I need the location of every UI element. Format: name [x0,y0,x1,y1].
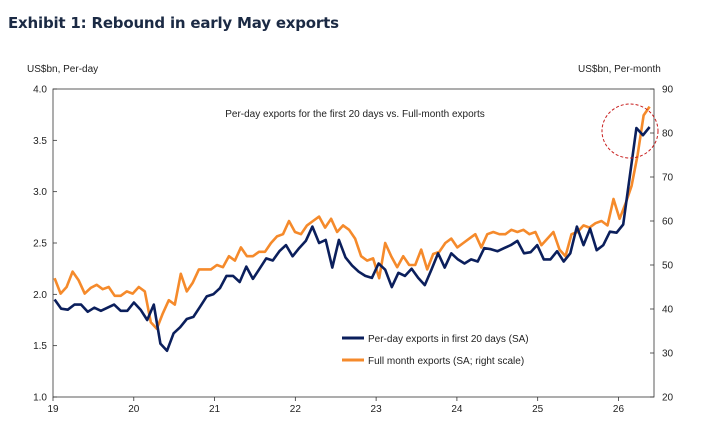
left-tick-label: 3.0 [33,187,47,198]
right-axis: 20 30 40 50 60 70 80 90 [650,85,674,404]
right-tick-label: 30 [662,349,674,360]
x-tick-label: 25 [532,404,544,415]
x-tick-label: 23 [371,404,383,415]
exhibit-title: Exhibit 1: Rebound in early May exports [8,14,339,32]
legend: Per-day exports in first 20 days (SA) Fu… [342,334,529,367]
x-tick-label: 19 [47,404,59,415]
highlight-circle [601,103,659,159]
x-tick-label: 26 [613,404,625,415]
right-axis-unit-label: US$bn, Per-month [578,64,661,75]
right-tick-label: 70 [662,173,674,184]
series-layer [53,105,651,353]
left-tick-label: 4.0 [33,85,47,96]
left-tick-label: 2.5 [33,239,47,250]
legend-label-full-month: Full month exports (SA; right scale) [368,356,524,367]
left-tick-label: 1.5 [33,341,47,352]
legend-label-per-day: Per-day exports in first 20 days (SA) [368,334,529,345]
x-tick-label: 24 [451,404,463,415]
right-tick-label: 90 [662,85,674,96]
x-tick-label: 22 [290,404,302,415]
chart-subtitle: Per-day exports for the first 20 days vs… [225,109,485,120]
right-tick-label: 60 [662,217,674,228]
series-line-full-month [53,105,651,331]
left-tick-label: 3.5 [33,136,47,147]
x-tick-label: 21 [209,404,221,415]
plot-frame [52,88,655,398]
left-axis-unit-label: US$bn, Per-day [27,64,99,75]
x-axis: 19 20 21 22 23 24 25 26 [47,397,624,415]
series-line-per-day [53,126,651,353]
x-tick-label: 20 [128,404,140,415]
left-tick-label: 2.0 [33,290,47,301]
right-tick-label: 80 [662,129,674,140]
right-tick-label: 20 [662,393,674,404]
right-tick-label: 50 [662,261,674,272]
left-axis: 1.0 1.5 2.0 2.5 3.0 3.5 4.0 [33,85,57,404]
right-tick-label: 40 [662,305,674,316]
left-tick-label: 1.0 [33,393,47,404]
